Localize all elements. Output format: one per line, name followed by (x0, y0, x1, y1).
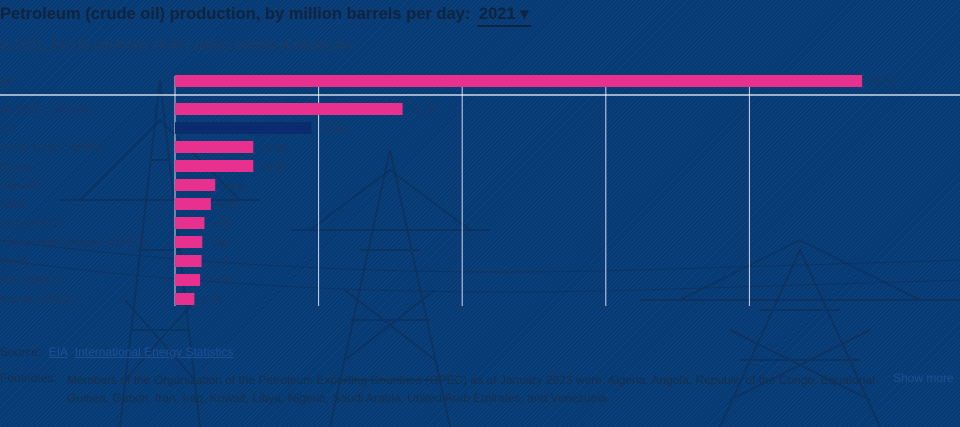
category-label: China (0, 199, 30, 211)
source-link-eia[interactable]: EIA (48, 345, 68, 359)
bar (175, 179, 216, 191)
footnotes-label: Footnotes: (0, 371, 57, 385)
category-label: All (0, 76, 12, 88)
bar (175, 236, 203, 248)
bar (175, 293, 195, 305)
category-label: Kuwait (OPEC) (0, 294, 75, 306)
category-label: Iran (OPEC) (0, 275, 61, 287)
chart-subtitle: In 2021, the US produced 18.981 million … (0, 37, 357, 52)
bar (175, 255, 202, 267)
category-label: Iraq (OPEC) (0, 218, 61, 230)
bar (175, 103, 403, 115)
bar (175, 141, 254, 153)
value-label: 3.5K (208, 276, 229, 287)
bar (175, 75, 863, 87)
value-label: 10.9K (261, 143, 287, 154)
value-label: 2.7K (202, 295, 223, 306)
category-label: Brazil (0, 256, 28, 268)
footnotes-text: Members of the Organization of the Petro… (67, 373, 875, 405)
value-label: 3.8K (210, 238, 231, 249)
chevron-down-icon: ▾ (520, 5, 529, 23)
bar (175, 160, 254, 172)
value-label: 10.9K (261, 162, 287, 173)
category-label: All OPEC countries (0, 104, 95, 116)
bar (175, 217, 205, 229)
category-label: US (0, 123, 15, 135)
source-label: Source: (0, 345, 42, 359)
value-label: 3.7K (210, 257, 231, 268)
bar-chart: All 95.7K All OPEC countries 31.7K US 19.0K Sa… (0, 75, 960, 306)
value-label: 31.7K (411, 105, 437, 116)
value-label: 4.1K (212, 219, 233, 230)
bar (175, 198, 211, 210)
value-label: 19.0K (319, 124, 345, 135)
category-label: Saudi Arabia (OPEC) (0, 142, 104, 154)
source-link-international-energy-statistics[interactable]: International Energy Statistics (74, 345, 234, 359)
year-dropdown[interactable]: 2021 ▾ (476, 4, 531, 27)
bar (175, 274, 201, 286)
category-label: Canada (0, 180, 39, 192)
value-label: 5.6K (223, 181, 244, 192)
show-more-link[interactable]: Show more (893, 371, 954, 385)
source-line: Source: EIA International Energy Statist… (0, 345, 233, 359)
year-value: 2021 (478, 5, 516, 23)
page-title: Petroleum (crude oil) production, by mil… (0, 4, 531, 27)
bar (175, 122, 312, 134)
category-label: Russia (0, 161, 35, 173)
value-label: 5.0K (219, 200, 240, 211)
value-label: 95.7K (870, 77, 896, 88)
category-label: United Arab Emirates (OPEC) (0, 237, 146, 249)
title-text: Petroleum (crude oil) production, by mil… (0, 5, 471, 23)
